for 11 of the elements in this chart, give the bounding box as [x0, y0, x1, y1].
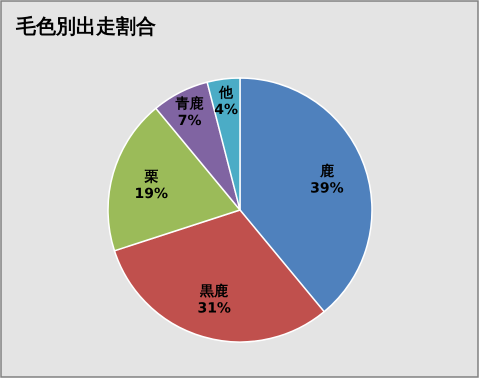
- slice-label: 他: [218, 84, 234, 101]
- data-label: 31%: [197, 300, 231, 317]
- data-label: 7%: [178, 113, 202, 130]
- slice-label: 栗: [143, 169, 158, 186]
- slice-label: 黒鹿: [199, 282, 228, 300]
- slice-label: 青鹿: [174, 95, 204, 112]
- slice-label: 鹿: [318, 162, 334, 180]
- data-label: 4%: [214, 102, 238, 118]
- data-label: 19%: [134, 186, 168, 202]
- data-label: 39%: [310, 180, 344, 197]
- chart-title: 毛色別出走割合: [15, 14, 156, 38]
